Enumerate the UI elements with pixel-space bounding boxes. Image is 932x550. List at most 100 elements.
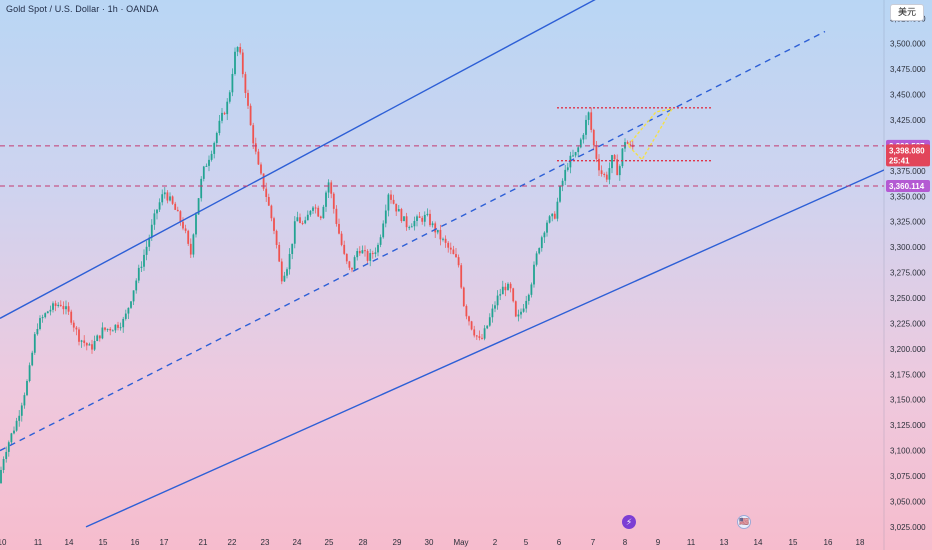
candle-body bbox=[36, 328, 39, 335]
us-flag-event-icon[interactable]: 🇺🇸 bbox=[737, 515, 751, 529]
candle-body bbox=[44, 313, 47, 318]
candle-body bbox=[371, 253, 374, 255]
candle-body bbox=[148, 237, 151, 247]
candle-body bbox=[72, 322, 75, 328]
time-tick-label: 16 bbox=[131, 538, 140, 547]
candle-body bbox=[587, 112, 590, 120]
candle-body bbox=[184, 228, 187, 231]
candle-body bbox=[319, 216, 322, 219]
candle-body bbox=[462, 287, 465, 307]
candle-body bbox=[546, 222, 548, 233]
price-tick-label: 3,500.000 bbox=[890, 40, 926, 49]
candle-body bbox=[340, 233, 343, 245]
candle-body bbox=[182, 221, 184, 229]
candle-body bbox=[0, 469, 2, 484]
time-tick-label: 2 bbox=[493, 538, 498, 547]
candle-body bbox=[418, 216, 421, 218]
candle-body bbox=[78, 329, 80, 342]
candle-body bbox=[616, 159, 619, 176]
candle-body bbox=[265, 188, 268, 197]
price-tick-label: 3,025.000 bbox=[890, 523, 926, 532]
candle-body bbox=[309, 210, 312, 215]
candle-body bbox=[413, 220, 416, 227]
time-tick-label: 7 bbox=[591, 538, 596, 547]
level-badge-1-bg bbox=[886, 180, 930, 193]
candle-body bbox=[377, 244, 379, 253]
candle-body bbox=[247, 92, 249, 106]
candle-body bbox=[254, 143, 257, 152]
candle-body bbox=[600, 170, 603, 174]
candle-body bbox=[132, 290, 135, 302]
candle-body bbox=[439, 229, 442, 240]
candle-body bbox=[210, 153, 213, 160]
candle-body bbox=[59, 304, 62, 307]
candle-body bbox=[85, 342, 88, 346]
candle-body bbox=[189, 243, 192, 255]
candle-body bbox=[213, 142, 216, 154]
channel-line-middle bbox=[0, 30, 826, 452]
candle-body bbox=[111, 330, 114, 332]
candle-body bbox=[26, 380, 28, 396]
candle-body bbox=[280, 261, 283, 282]
candle-body bbox=[626, 142, 629, 144]
candle-body bbox=[135, 280, 138, 291]
candle-body bbox=[582, 134, 585, 140]
candle-body bbox=[504, 286, 507, 291]
currency-button[interactable]: 美元 bbox=[890, 4, 924, 21]
candle-body bbox=[429, 213, 431, 226]
candle-body bbox=[566, 167, 569, 170]
candle-body bbox=[20, 405, 23, 416]
candle-body bbox=[483, 328, 486, 339]
candle-body bbox=[252, 125, 255, 144]
candle-body bbox=[171, 196, 174, 204]
candle-body bbox=[543, 232, 546, 238]
price-tick-label: 3,150.000 bbox=[890, 396, 926, 405]
candle-body bbox=[447, 242, 450, 248]
time-axis: 1011141516172122232425282930May256789111… bbox=[0, 538, 865, 547]
candle-body bbox=[10, 433, 13, 443]
candle-body bbox=[592, 129, 595, 146]
price-tick-label: 3,250.000 bbox=[890, 294, 926, 303]
candle-body bbox=[613, 155, 616, 160]
candle-body bbox=[561, 180, 564, 187]
candle-body bbox=[88, 344, 91, 346]
candle-body bbox=[608, 168, 611, 180]
candle-body bbox=[338, 223, 340, 234]
candle-body bbox=[556, 201, 559, 219]
candle-body bbox=[205, 165, 208, 167]
candle-body bbox=[431, 223, 434, 226]
candle-body bbox=[540, 237, 543, 249]
candle-body bbox=[369, 253, 372, 261]
time-tick-label: 15 bbox=[99, 538, 108, 547]
candle-body bbox=[426, 213, 429, 215]
candle-body bbox=[551, 213, 554, 217]
time-tick-label: 6 bbox=[557, 538, 562, 547]
time-tick-label: 13 bbox=[720, 538, 729, 547]
candle-body bbox=[239, 47, 242, 53]
candle-body bbox=[590, 112, 593, 130]
candle-body bbox=[244, 74, 247, 93]
candle-body bbox=[57, 304, 60, 306]
candle-body bbox=[163, 192, 166, 195]
candle-body bbox=[96, 335, 99, 341]
candle-body bbox=[119, 327, 122, 329]
candle-body bbox=[351, 267, 353, 270]
candle-body bbox=[384, 210, 387, 224]
chart-title: Gold Spot / U.S. Dollar · 1h · OANDA bbox=[6, 4, 159, 14]
candle-body bbox=[130, 301, 132, 308]
candle-body bbox=[161, 194, 164, 203]
candle-body bbox=[364, 250, 366, 252]
candle-body bbox=[80, 340, 83, 342]
candle-body bbox=[460, 265, 463, 288]
time-tick-label: 8 bbox=[623, 538, 628, 547]
candle-body bbox=[31, 352, 34, 366]
price-tick-label: 3,100.000 bbox=[890, 447, 926, 456]
candle-body bbox=[62, 306, 65, 310]
candle-body bbox=[65, 306, 67, 310]
price-tick-label: 3,050.000 bbox=[890, 497, 926, 506]
lightning-event-icon[interactable]: ⚡ bbox=[622, 515, 636, 529]
candle-body bbox=[39, 318, 41, 329]
countdown-label: 25:41 bbox=[889, 156, 910, 165]
